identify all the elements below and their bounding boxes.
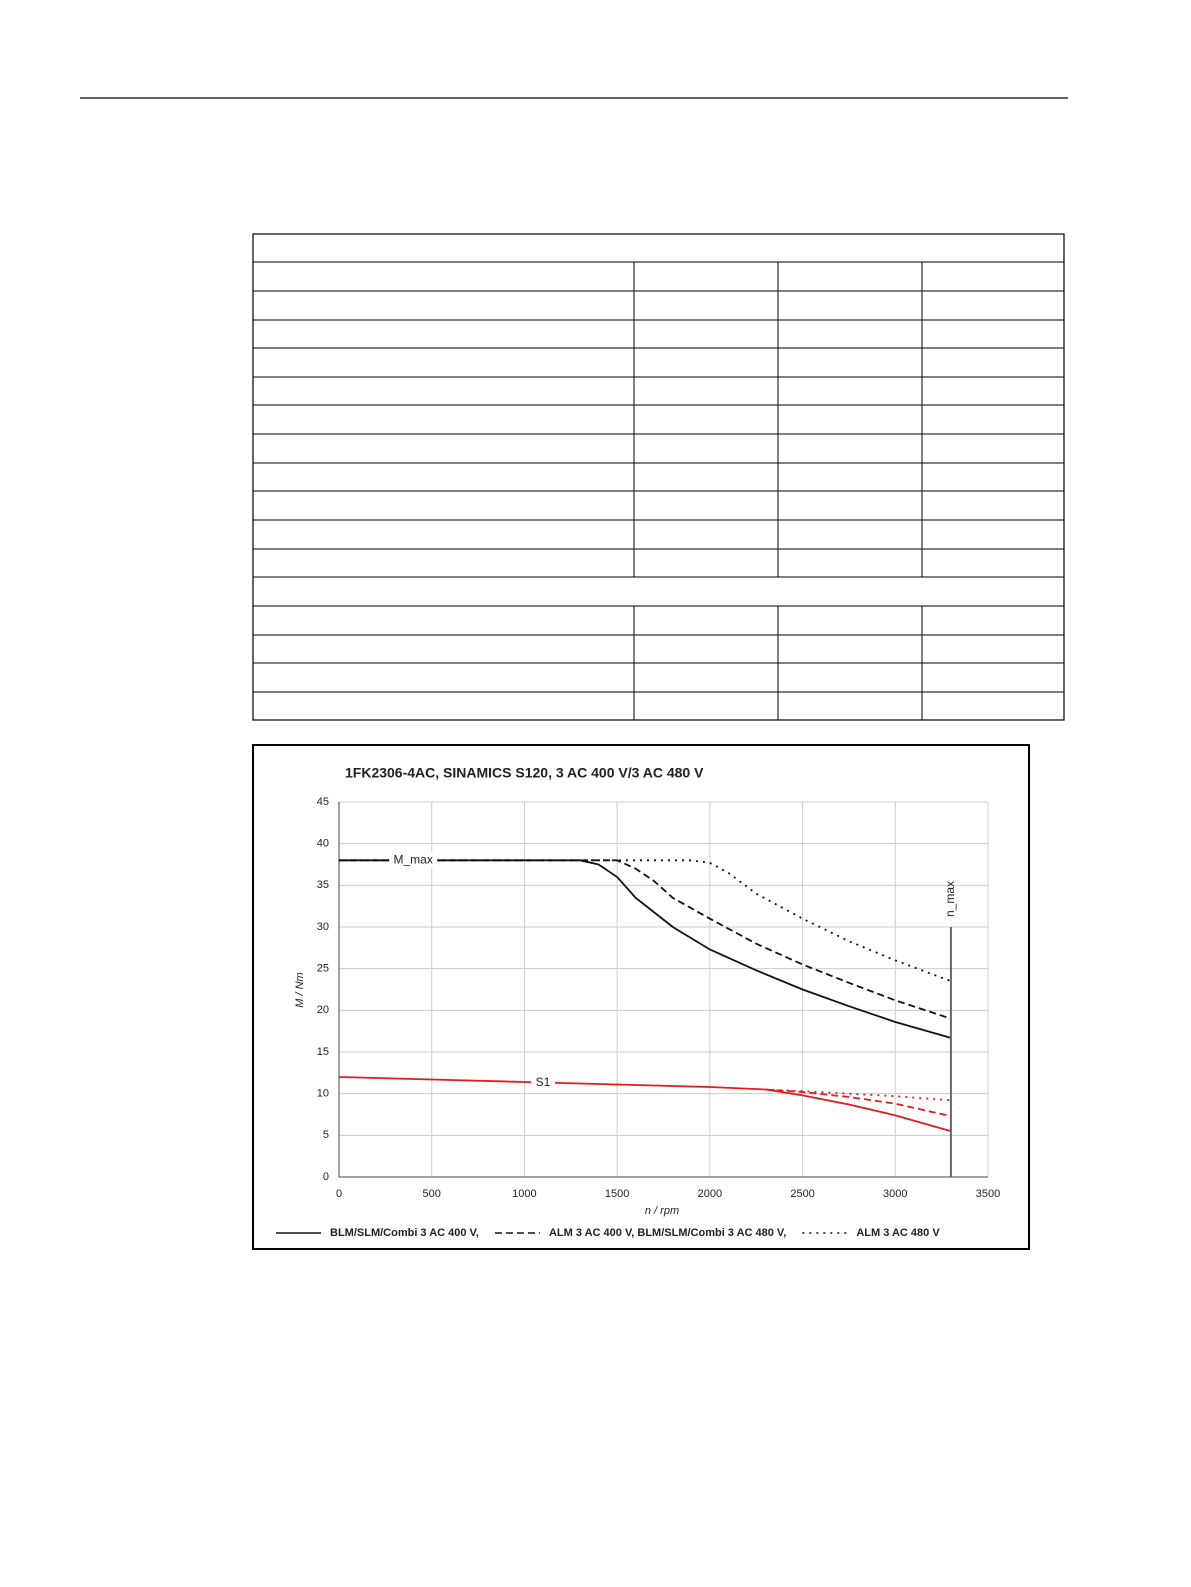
x-tick-label: 2000 (698, 1188, 722, 1200)
x-tick-label: 2500 (790, 1188, 814, 1200)
legend-label: ALM 3 AC 400 V, BLM/SLM/Combi 3 AC 480 V… (549, 1227, 786, 1239)
legend-label: ALM 3 AC 480 V (856, 1227, 940, 1239)
x-tick-label: 1000 (512, 1188, 536, 1200)
x-tick-label: 3000 (883, 1188, 907, 1200)
y-tick-label: 10 (317, 1088, 329, 1100)
chart-frame (252, 744, 1030, 1250)
n-max-label: n_max (943, 881, 957, 917)
x-tick-label: 500 (423, 1188, 441, 1200)
annotation-bg (389, 852, 438, 869)
series-line (338, 1076, 952, 1133)
series-line (339, 859, 952, 1039)
x-tick-label: 3500 (976, 1188, 1000, 1200)
y-tick-label: 20 (317, 1004, 329, 1016)
y-tick-label: 45 (317, 796, 329, 808)
series-line (765, 1088, 952, 1118)
y-tick-label: 15 (317, 1046, 329, 1058)
y-tick-label: 0 (323, 1171, 329, 1183)
series-line (339, 859, 952, 983)
series-line (339, 859, 952, 1020)
y-tick-label: 25 (317, 963, 329, 975)
series-line (765, 1088, 951, 1102)
chart-title: 1FK2306-4AC, SINAMICS S120, 3 AC 400 V/3… (345, 765, 704, 781)
annotation-bg (530, 1074, 555, 1091)
annotation: M_max (393, 853, 432, 867)
annotation: S1 (536, 1075, 551, 1089)
y-axis-label: M / Nm (294, 972, 306, 1007)
legend-label: BLM/SLM/Combi 3 AC 400 V, (330, 1227, 479, 1239)
table-border (252, 233, 1065, 721)
table (252, 233, 1065, 721)
y-tick-label: 40 (317, 838, 329, 850)
x-tick-label: 0 (336, 1188, 342, 1200)
y-tick-label: 30 (317, 921, 329, 933)
y-tick-label: 35 (317, 879, 329, 891)
x-axis-label: n / rpm (645, 1205, 679, 1217)
y-tick-label: 5 (323, 1129, 329, 1141)
x-tick-label: 1500 (605, 1188, 629, 1200)
